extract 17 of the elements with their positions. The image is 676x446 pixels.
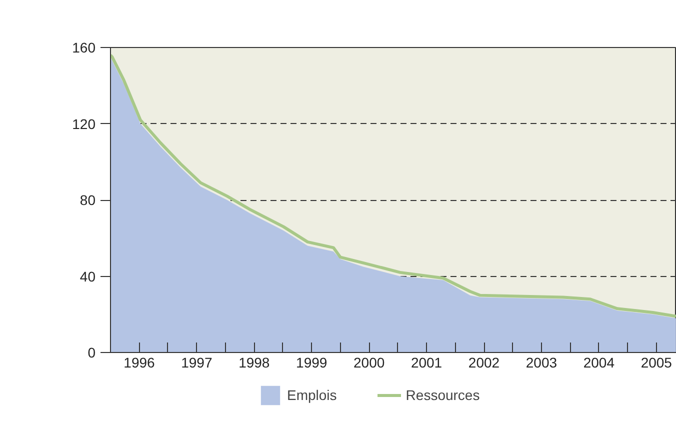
x-tick-label: 2002 — [468, 354, 500, 370]
x-tick-label: 2001 — [410, 354, 442, 370]
x-tick-label: 2000 — [354, 354, 385, 370]
x-tick-label: 2004 — [583, 354, 615, 370]
y-tick-label: 160 — [72, 40, 96, 56]
x-tick-label: 1999 — [296, 354, 328, 370]
x-tick-label: 2005 — [640, 354, 672, 370]
x-tick-label: 1996 — [124, 354, 156, 370]
x-tick-label: 2003 — [526, 354, 558, 370]
y-tick-label: 120 — [72, 116, 96, 132]
legend-label: Ressources — [406, 387, 480, 403]
x-tick-label: 1998 — [238, 354, 270, 370]
x-tick-label: 1997 — [181, 354, 212, 370]
y-tick-label: 80 — [80, 192, 96, 208]
y-tick-label: 0 — [88, 344, 96, 360]
y-tick-label: 40 — [80, 268, 96, 284]
legend-label: Emplois — [287, 387, 337, 403]
